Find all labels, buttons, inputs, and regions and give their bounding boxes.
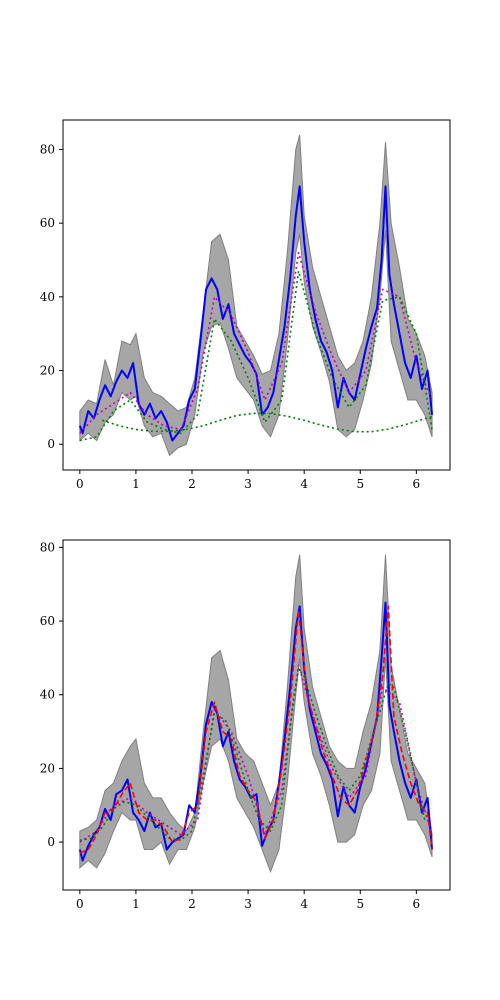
x-tick-label: 0 — [76, 477, 84, 491]
x-tick-label: 1 — [132, 477, 140, 491]
series-line-solid-0 — [78, 185, 434, 442]
x-tick-label: 2 — [188, 477, 196, 491]
series-line-dotted-3 — [102, 412, 433, 433]
x-tick-label: 4 — [300, 897, 308, 911]
y-tick-label: 80 — [40, 142, 55, 156]
axes-frame — [62, 119, 451, 471]
x-tick-label: 0 — [76, 897, 84, 911]
y-tick-label: 20 — [40, 364, 55, 378]
axes-frame — [62, 539, 451, 891]
series-line-dashed-1 — [79, 605, 433, 854]
series-line-dotted-2 — [79, 270, 433, 442]
y-tick-label: 0 — [47, 835, 55, 849]
y-tick-label: 60 — [40, 614, 55, 628]
x-tick-label: 6 — [413, 477, 421, 491]
x-tick-label: 3 — [244, 477, 252, 491]
uncertainty-band — [79, 554, 433, 873]
y-tick-label: 20 — [40, 761, 55, 775]
y-tick-label: 60 — [40, 216, 55, 230]
x-tick-label: 2 — [188, 897, 196, 911]
series-line-dotted-3 — [79, 668, 426, 842]
plot-area — [78, 134, 434, 457]
plot-area — [78, 554, 434, 873]
y-tick-label: 80 — [40, 540, 55, 554]
x-tick-label: 5 — [356, 897, 364, 911]
y-tick-label: 0 — [47, 437, 55, 451]
x-tick-label: 4 — [300, 477, 308, 491]
x-tick-label: 3 — [244, 897, 252, 911]
x-tick-label: 6 — [413, 897, 421, 911]
x-tick-label: 5 — [356, 477, 364, 491]
x-tick-label: 1 — [132, 897, 140, 911]
series-line-dotted-2 — [79, 664, 433, 843]
y-tick-label: 40 — [40, 688, 55, 702]
y-tick-label: 40 — [40, 290, 55, 304]
